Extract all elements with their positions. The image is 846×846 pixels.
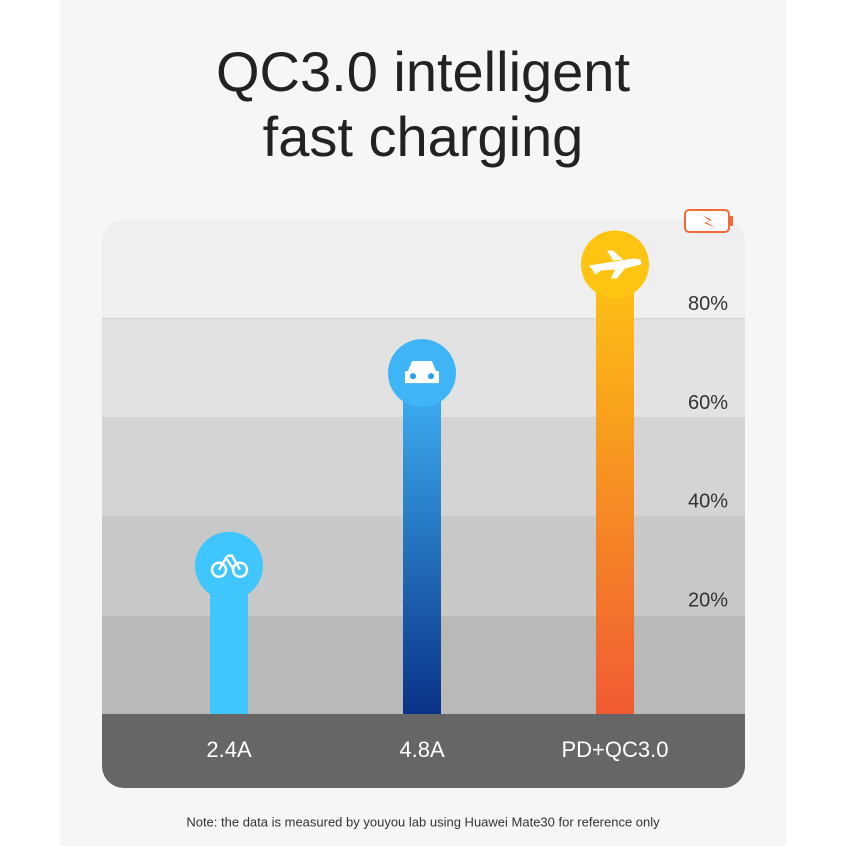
bar	[596, 264, 634, 714]
battery-icon	[684, 209, 733, 233]
y-tick-label: 20%	[688, 589, 728, 611]
chart-title: QC3.0 intelligent	[216, 40, 630, 103]
icon	[589, 250, 642, 279]
icon	[217, 554, 242, 571]
bar-icon	[405, 361, 439, 384]
icon	[410, 373, 416, 380]
y-tick-label: 80%	[688, 293, 728, 315]
category-band	[102, 714, 745, 788]
y-tick-label: 40%	[688, 491, 728, 513]
note: Note: the data is measured by youyou lab…	[186, 814, 660, 829]
icon	[428, 373, 434, 380]
bar-cap	[195, 531, 263, 600]
chart-title: fast charging	[263, 105, 584, 168]
x-tick-label: PD+QC3.0	[562, 737, 669, 762]
bar	[403, 373, 441, 714]
x-tick-label: 2.4A	[206, 737, 252, 762]
bar-icon	[210, 554, 249, 579]
bar-icon	[589, 250, 642, 279]
x-tick-label: 4.8A	[399, 737, 445, 762]
icon	[210, 561, 228, 579]
y-tick-label: 60%	[688, 392, 728, 414]
